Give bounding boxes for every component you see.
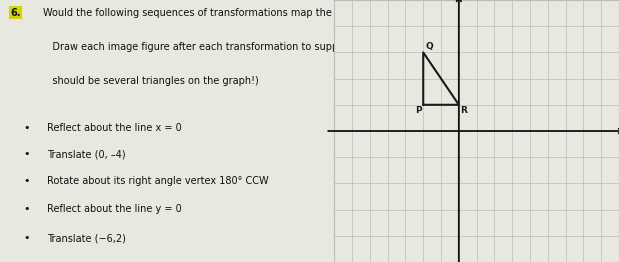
- Text: P: P: [415, 106, 422, 115]
- Text: •: •: [24, 176, 30, 185]
- Text: Reflect about the line y = 0: Reflect about the line y = 0: [47, 204, 181, 214]
- Text: Rotate about its right angle vertex 180° CCW: Rotate about its right angle vertex 180°…: [47, 176, 269, 185]
- Text: R: R: [461, 106, 467, 115]
- Text: •: •: [24, 149, 30, 159]
- Text: Draw each image figure after each transformation to support your answer. (There: Draw each image figure after each transf…: [43, 42, 453, 52]
- Text: 6.: 6.: [10, 8, 20, 18]
- Text: Translate (−6,2): Translate (−6,2): [47, 233, 126, 243]
- Text: should be several triangles on the graph!): should be several triangles on the graph…: [43, 76, 259, 86]
- Text: Translate (0, –4): Translate (0, –4): [47, 149, 126, 159]
- Text: Q: Q: [425, 42, 433, 51]
- Text: •: •: [24, 123, 30, 133]
- Text: Reflect about the line x = 0: Reflect about the line x = 0: [47, 123, 181, 133]
- Text: Would the following sequences of transformations map the given triangle onto its: Would the following sequences of transfo…: [43, 8, 461, 18]
- Text: •: •: [24, 233, 30, 243]
- Text: •: •: [24, 204, 30, 214]
